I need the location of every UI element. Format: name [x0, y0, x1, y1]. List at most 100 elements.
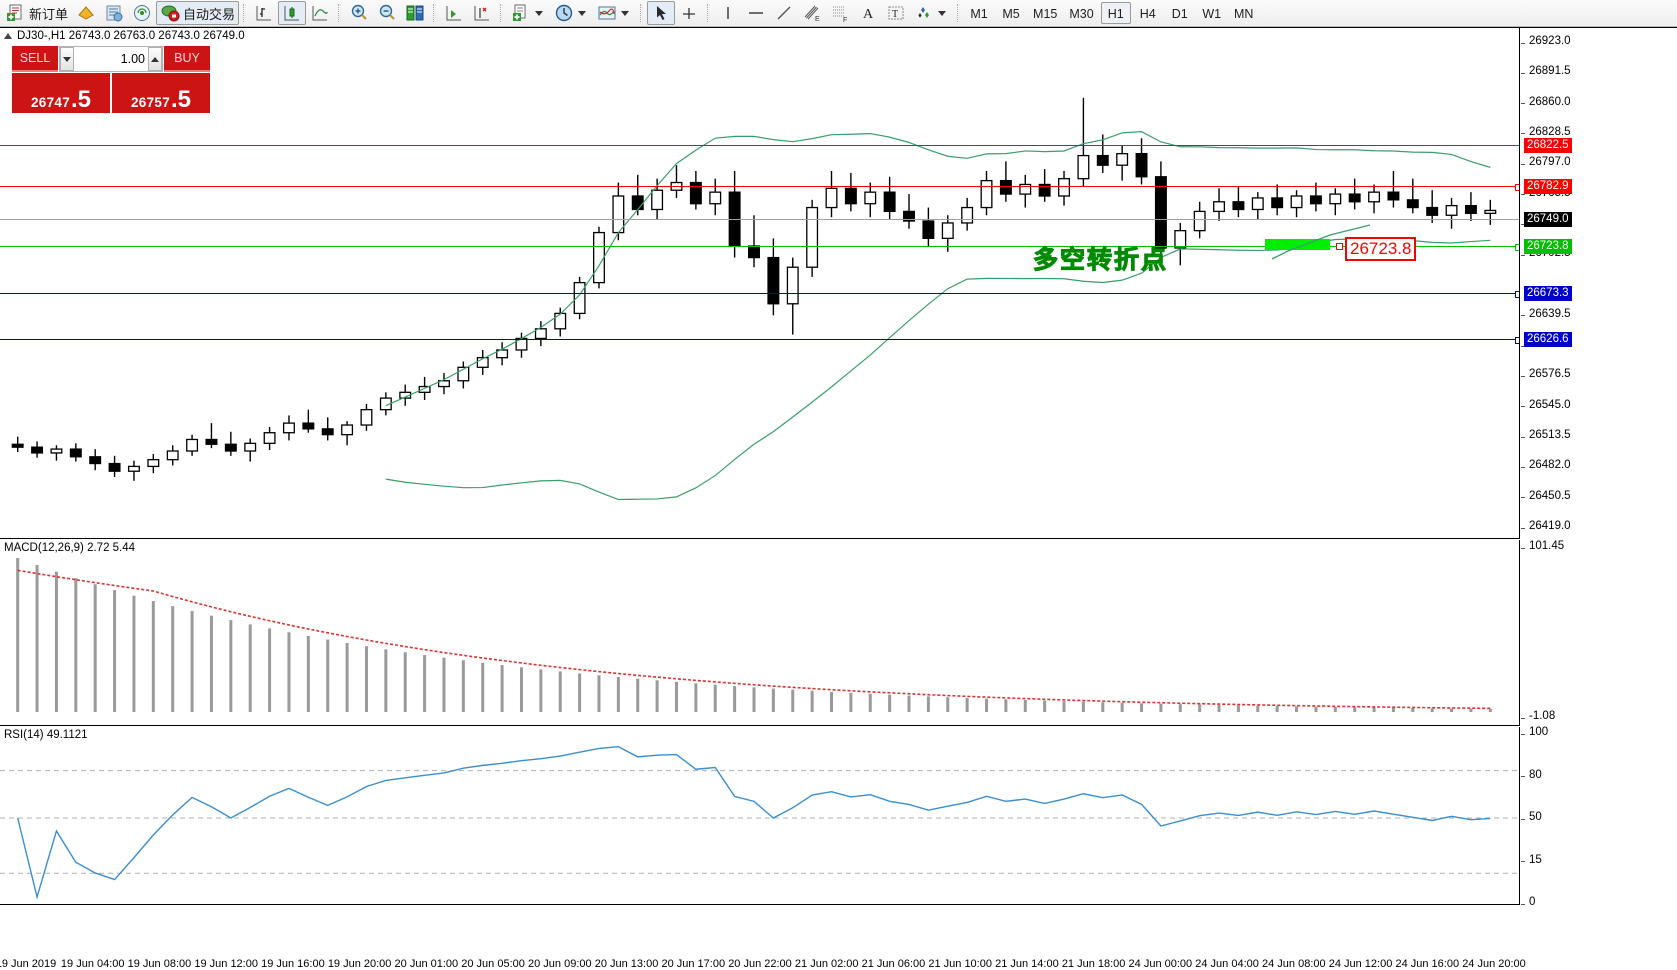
timeframe-m30[interactable]: M30	[1069, 7, 1094, 21]
price-badge-level[interactable]: 26626.6	[1524, 332, 1572, 347]
timeframe-d1[interactable]: D1	[1171, 7, 1188, 21]
timeframe-m15[interactable]: M15	[1033, 7, 1058, 21]
timeframe-h1[interactable]: H1	[1100, 2, 1131, 24]
auto-scroll-button[interactable]	[440, 1, 468, 25]
price-pane[interactable]: DJ30-,H1 26743.0 26763.0 26743.0 26749.0…	[0, 28, 1520, 539]
line-handle[interactable]	[1515, 244, 1519, 251]
zoom-in-button[interactable]	[345, 1, 373, 25]
auto-trading-button[interactable]: 自动交易	[156, 1, 240, 25]
sell-price-int: 26747	[30, 95, 71, 110]
price-badge-resistance[interactable]: 26822.5	[1524, 138, 1572, 153]
chevron-down-icon[interactable]	[621, 10, 630, 16]
timeframe-mn[interactable]: MN	[1233, 7, 1254, 21]
vertical-line-icon	[727, 7, 729, 19]
trade-panel-prices: 26747 .5 26757 .5	[12, 73, 210, 113]
signals-button[interactable]	[72, 1, 100, 25]
templates-button[interactable]	[507, 1, 550, 25]
time-tick-label: 24 Jun 20:00	[1462, 958, 1526, 970]
price-tick: 26576.5	[1521, 368, 1677, 380]
volume-field[interactable]: 1.00	[59, 46, 163, 72]
shapes-button[interactable]	[910, 1, 953, 25]
symbol-ohlc-text: DJ30-,H1 26743.0 26763.0 26743.0 26749.0	[17, 30, 245, 42]
line-chart-button[interactable]	[306, 1, 334, 25]
macd-header: MACD(12,26,9) 2.72 5.44	[4, 542, 136, 554]
period-button[interactable]	[550, 1, 593, 25]
price-tick: 26545.0	[1521, 399, 1677, 411]
time-tick-label: 21 Jun 02:00	[794, 958, 859, 970]
expert-advisor-icon	[161, 5, 180, 22]
chart-area[interactable]: DJ30-,H1 26743.0 26763.0 26743.0 26749.0…	[0, 27, 1677, 970]
sell-price-frac: .5	[71, 85, 92, 113]
text-label-icon: A	[863, 7, 874, 22]
annotation-text: 多空转折点	[1032, 246, 1169, 275]
price-badge-last-price[interactable]: 26749.0	[1524, 212, 1572, 227]
text-label-button[interactable]: A	[854, 1, 882, 25]
resistance-line-26822[interactable]	[0, 145, 1519, 146]
rsi-tick: 0	[1521, 896, 1677, 908]
sell-price[interactable]: 26747 .5	[12, 73, 110, 113]
candlestick-chart-button[interactable]	[278, 1, 307, 25]
volume-value[interactable]: 1.00	[120, 52, 145, 66]
period-icon	[555, 4, 573, 22]
timeframe-h4[interactable]: H4	[1139, 7, 1156, 21]
timeframe-m1[interactable]: M1	[970, 7, 988, 21]
line-handle[interactable]	[1515, 184, 1519, 191]
price-tick: 26450.5	[1521, 490, 1677, 502]
macd-pane[interactable]: MACD(12,26,9) 2.72 5.44	[0, 540, 1520, 726]
bar-chart-button[interactable]	[250, 1, 278, 25]
collapse-triangle-icon[interactable]	[4, 33, 12, 39]
resistance-line-26782[interactable]	[0, 184, 1519, 191]
price-tick: 26891.5	[1521, 65, 1677, 77]
rsi-pane[interactable]: RSI(14) 49.1121	[0, 727, 1520, 905]
one-click-trading-panel[interactable]: SELL 1.00 BUY 26747 .5 26757 .5	[12, 46, 210, 118]
chevron-down-icon[interactable]	[578, 10, 587, 16]
volume-increase-button[interactable]	[148, 47, 162, 71]
support-line-26723[interactable]	[0, 244, 1519, 251]
time-tick-label: 21 Jun 14:00	[995, 958, 1059, 970]
trend-line-button[interactable]	[770, 1, 798, 25]
price-tag-handle[interactable]	[1336, 243, 1343, 250]
time-tick-label: 19 Jun 16:00	[261, 958, 325, 970]
time-axis: 19 Jun 2019 19 Jun 04:00 19 Jun 08:00 19 Ju…	[0, 906, 1526, 970]
vps-button[interactable]	[128, 1, 156, 25]
sell-button[interactable]: SELL	[12, 46, 58, 72]
equidistant-channel-button[interactable]: E	[798, 1, 826, 25]
timeframe-m5[interactable]: M5	[1002, 7, 1020, 21]
chart-shift-button[interactable]	[468, 1, 496, 25]
crosshair-button[interactable]	[675, 1, 703, 25]
price-tick-label: 26545.0	[1529, 398, 1571, 411]
level-line-26626[interactable]	[0, 337, 1519, 344]
chevron-down-icon[interactable]	[938, 10, 947, 16]
tile-windows-button[interactable]	[401, 1, 429, 25]
price-tick: 26513.5	[1521, 429, 1677, 441]
chevron-down-icon[interactable]	[535, 10, 544, 16]
price-tick: 26419.0	[1521, 520, 1677, 532]
price-tick-label: 26419.0	[1529, 520, 1571, 532]
buy-button[interactable]: BUY	[164, 46, 210, 72]
cursor-button[interactable]	[647, 1, 676, 25]
tile-windows-icon	[406, 5, 424, 21]
market-button[interactable]	[100, 1, 128, 25]
line-handle[interactable]	[1515, 291, 1519, 298]
level-line-26673[interactable]	[0, 291, 1519, 298]
text-box-button[interactable]: T	[882, 1, 910, 25]
time-tick-label: 24 Jun 00:00	[1128, 958, 1193, 970]
rsi-tick: 15	[1521, 854, 1677, 866]
zoom-out-button[interactable]	[373, 1, 401, 25]
horizontal-line-button[interactable]	[742, 1, 770, 25]
price-scale[interactable]: 26923.0 26891.5 26860.0 26828.5 26797.0 26765…	[1521, 28, 1677, 908]
time-tick-label: 24 Jun 12:00	[1328, 958, 1393, 970]
equidistant-channel-icon: E	[804, 5, 820, 23]
line-handle[interactable]	[1515, 337, 1519, 344]
price-badge-support[interactable]: 26723.8	[1524, 239, 1572, 254]
price-badge-resistance[interactable]: 26782.9	[1524, 179, 1572, 194]
volume-decrease-button[interactable]	[60, 47, 74, 71]
price-badge-level[interactable]: 26673.3	[1524, 286, 1572, 301]
indicators-button[interactable]	[593, 1, 636, 25]
new-order-button[interactable]: 新订单	[2, 1, 72, 25]
toolbar-separator	[338, 4, 342, 22]
fibonacci-button[interactable]: F	[826, 1, 854, 25]
buy-price[interactable]: 26757 .5	[112, 73, 210, 113]
vertical-line-button[interactable]	[714, 1, 742, 25]
timeframe-w1[interactable]: W1	[1202, 7, 1222, 21]
